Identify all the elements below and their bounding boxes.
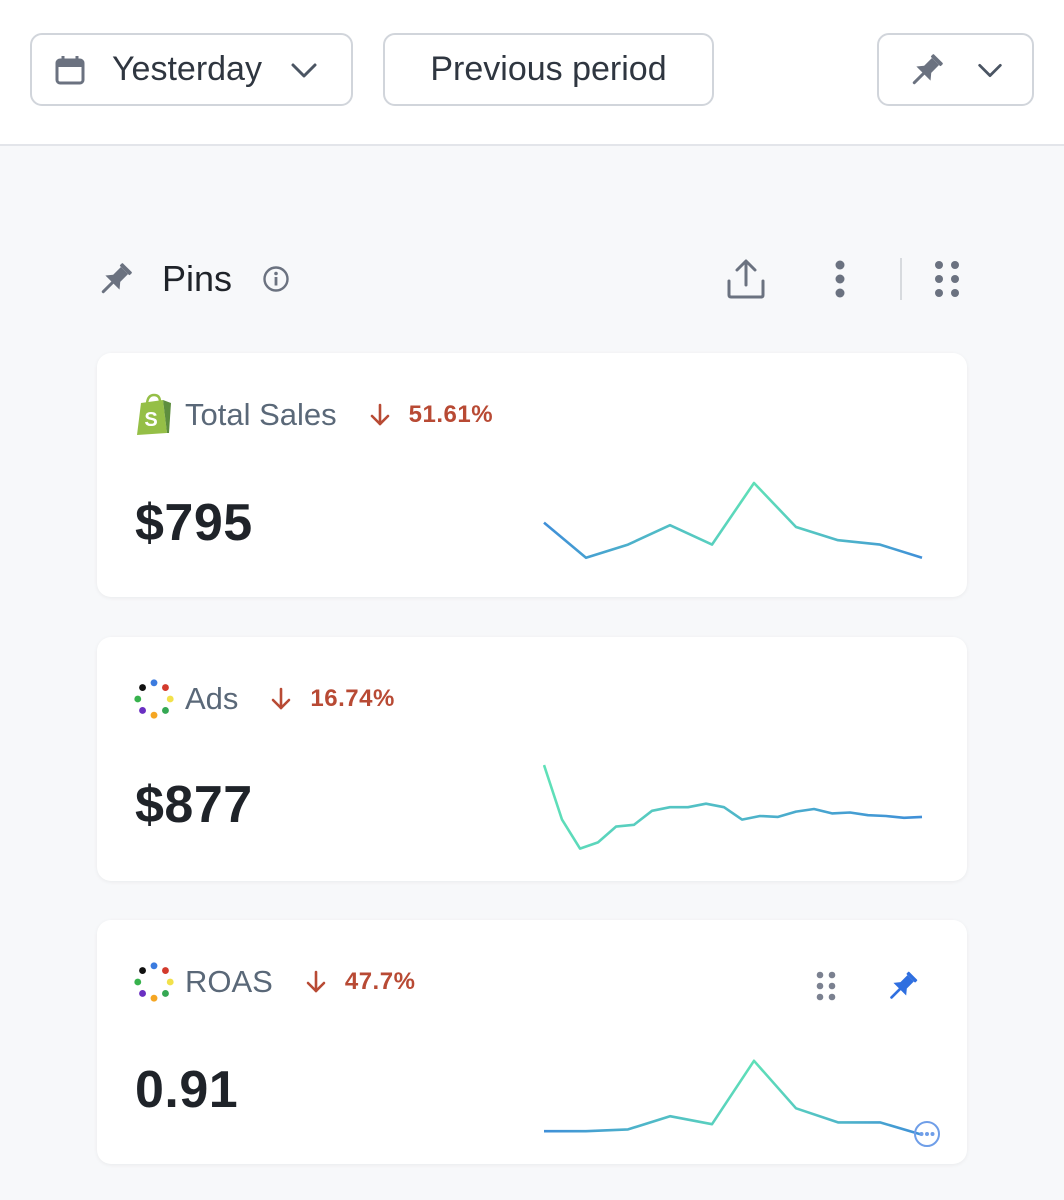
card-header: S Total Sales 51.61% bbox=[133, 393, 493, 437]
divider bbox=[900, 258, 902, 300]
sparkline-path bbox=[543, 764, 923, 850]
metric-name: Ads bbox=[185, 681, 239, 716]
ads-dots-icon bbox=[134, 962, 174, 1002]
more-circle-icon[interactable] bbox=[913, 1120, 941, 1148]
metric-name: Total Sales bbox=[185, 397, 337, 432]
compare-period-label: Previous period bbox=[430, 50, 667, 88]
more-vertical-icon[interactable] bbox=[826, 259, 854, 299]
compare-period-button[interactable]: Previous period bbox=[383, 33, 714, 106]
pin-dropdown[interactable] bbox=[877, 33, 1034, 106]
change-badge: 51.61% bbox=[369, 401, 493, 429]
info-icon[interactable] bbox=[262, 265, 290, 293]
sparkline bbox=[543, 481, 923, 560]
sparkline-path bbox=[543, 481, 923, 560]
metric-value: 0.91 bbox=[135, 1061, 239, 1119]
sparkline bbox=[543, 764, 923, 850]
date-range-label: Yesterday bbox=[112, 50, 262, 88]
card-actions bbox=[815, 968, 921, 1004]
chevron-down-icon bbox=[291, 63, 317, 77]
change-badge: 47.7% bbox=[305, 968, 416, 996]
change-value: 51.61% bbox=[408, 401, 494, 428]
chevron-down-icon bbox=[977, 63, 1002, 77]
pin-filled-icon[interactable] bbox=[885, 968, 921, 1004]
metric-value: $795 bbox=[135, 494, 253, 552]
metric-card-roas[interactable]: ROAS 47.7% 0.91 bbox=[97, 920, 967, 1164]
date-range-dropdown[interactable]: Yesterday bbox=[30, 33, 353, 106]
shopify-icon: S bbox=[137, 393, 171, 435]
arrow-down-icon bbox=[306, 970, 326, 993]
card-header: Ads 16.74% bbox=[133, 677, 395, 721]
svg-text:S: S bbox=[144, 409, 157, 431]
ads-dots-icon bbox=[134, 679, 174, 719]
pin-icon bbox=[912, 53, 943, 84]
share-icon[interactable] bbox=[724, 257, 768, 301]
pins-header: Pins bbox=[96, 255, 966, 305]
drag-handle-icon[interactable] bbox=[815, 970, 837, 1002]
metric-card-total-sales[interactable]: S Total Sales 51.61% $795 bbox=[97, 353, 967, 597]
arrow-down-icon bbox=[370, 403, 389, 426]
drag-grid-icon[interactable] bbox=[932, 259, 962, 299]
arrow-down-icon bbox=[272, 687, 291, 710]
section-title: Pins bbox=[162, 258, 233, 299]
calendar-icon bbox=[55, 55, 85, 84]
sparkline bbox=[544, 1059, 923, 1136]
top-toolbar: Yesterday Previous period bbox=[0, 0, 1064, 146]
change-value: 16.74% bbox=[310, 685, 395, 712]
change-badge: 16.74% bbox=[270, 685, 394, 713]
metric-card-ads[interactable]: Ads 16.74% $877 bbox=[97, 637, 967, 881]
change-value: 47.7% bbox=[344, 968, 416, 995]
card-header: ROAS 47.7% bbox=[133, 960, 415, 1004]
metric-name: ROAS bbox=[185, 964, 273, 999]
pin-icon bbox=[101, 263, 132, 294]
sparkline-path bbox=[544, 1059, 923, 1136]
metric-value: $877 bbox=[135, 776, 253, 834]
